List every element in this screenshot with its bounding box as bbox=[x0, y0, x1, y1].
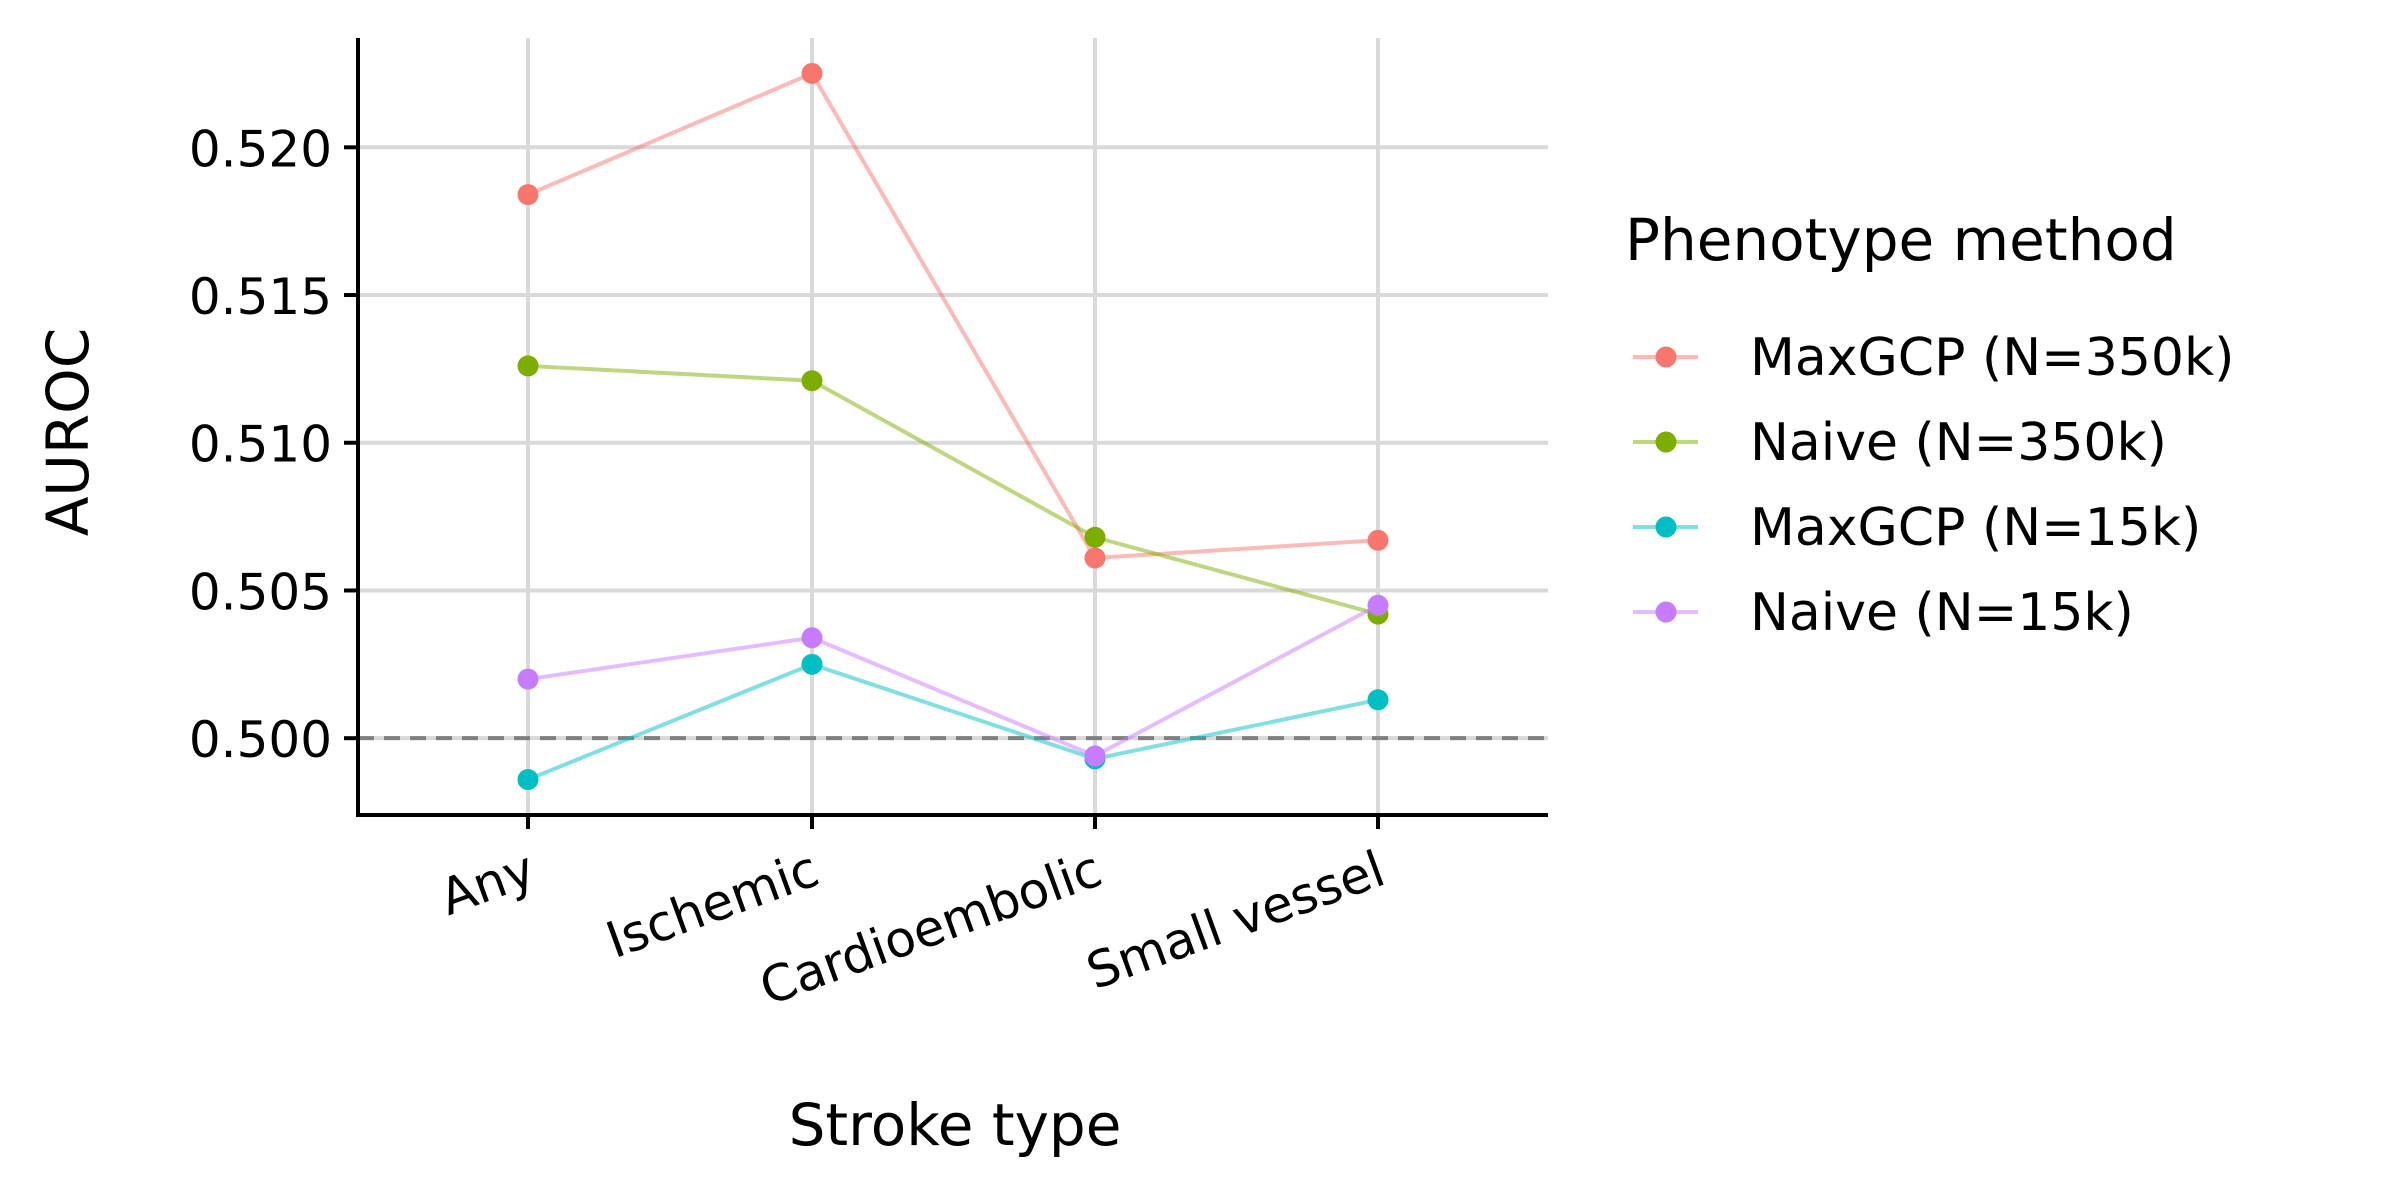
legend-label: MaxGCP (N=350k) bbox=[1750, 328, 2234, 388]
legend: Phenotype method MaxGCP (N=350k) Naive (N… bbox=[1625, 206, 2234, 643]
legend-item: MaxGCP (N=15k) bbox=[1633, 498, 2201, 558]
series-1 bbox=[517, 62, 1389, 569]
legend-item: Naive (N=350k) bbox=[1633, 413, 2167, 473]
y-axis-label: AUROC bbox=[34, 328, 102, 537]
legend-marker bbox=[1655, 346, 1677, 368]
series-line bbox=[527, 603, 1379, 759]
x-tick-label: Any bbox=[433, 840, 543, 927]
legend-item: MaxGCP (N=350k) bbox=[1633, 328, 2234, 388]
y-tick-label: 0.510 bbox=[189, 416, 332, 474]
x-tick-label: Small vessel bbox=[1079, 840, 1392, 1001]
data-point bbox=[517, 668, 539, 690]
legend-marker bbox=[1655, 431, 1677, 453]
axes bbox=[344, 38, 1548, 829]
series-2 bbox=[517, 355, 1389, 625]
legend-label: Naive (N=15k) bbox=[1750, 583, 2134, 643]
y-tick-labels: 0.500 0.505 0.510 0.515 0.520 bbox=[189, 120, 332, 769]
y-tick-label: 0.515 bbox=[189, 268, 332, 326]
data-point bbox=[1367, 594, 1389, 616]
series-3 bbox=[517, 653, 1389, 791]
data-point bbox=[517, 355, 539, 377]
data-point bbox=[1367, 529, 1389, 551]
data-point bbox=[1084, 526, 1106, 548]
data-point bbox=[1367, 689, 1389, 711]
y-tick-label: 0.500 bbox=[189, 711, 332, 769]
grid bbox=[358, 38, 1548, 815]
data-point bbox=[801, 627, 823, 649]
data-point bbox=[801, 62, 823, 84]
legend-title: Phenotype method bbox=[1625, 206, 2177, 274]
data-point bbox=[1084, 745, 1106, 767]
data-point bbox=[1084, 547, 1106, 569]
legend-items: MaxGCP (N=350k) Naive (N=350k) MaxGCP (N=1… bbox=[1633, 328, 2234, 643]
data-point bbox=[801, 370, 823, 392]
series-4 bbox=[517, 594, 1389, 767]
y-tick-label: 0.505 bbox=[189, 563, 332, 621]
legend-marker bbox=[1655, 601, 1677, 623]
series-line bbox=[527, 70, 1379, 561]
series-line bbox=[527, 363, 1379, 617]
legend-marker bbox=[1655, 516, 1677, 538]
y-tick-label: 0.520 bbox=[189, 120, 332, 178]
legend-label: Naive (N=350k) bbox=[1750, 413, 2167, 473]
series-layer bbox=[517, 62, 1389, 791]
series-line bbox=[527, 662, 1379, 782]
data-point bbox=[517, 769, 539, 791]
legend-item: Naive (N=15k) bbox=[1633, 583, 2134, 643]
data-point bbox=[801, 653, 823, 675]
data-point bbox=[517, 184, 539, 206]
x-axis-label: Stroke type bbox=[789, 1091, 1122, 1159]
legend-label: MaxGCP (N=15k) bbox=[1750, 498, 2201, 558]
